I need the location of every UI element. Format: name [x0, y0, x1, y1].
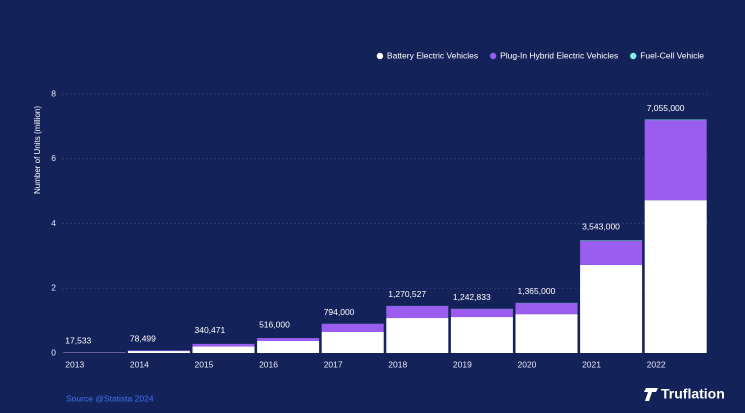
bar-segment [515, 314, 578, 353]
bar-segment [321, 331, 384, 353]
logo-icon [644, 388, 658, 401]
x-tick-label: 2021 [582, 359, 601, 369]
bar-segment [127, 351, 190, 353]
bar-segment [450, 317, 513, 353]
bar-segment [192, 343, 255, 347]
total-label: 516,000 [259, 320, 290, 330]
total-label: 3,543,000 [582, 222, 620, 232]
source: Source @Statista 2024 [66, 393, 154, 403]
x-tick-label: 2018 [388, 359, 407, 369]
legend-label: Battery Electric Vehicles [387, 50, 478, 60]
y-tick-label: 2 [51, 283, 56, 293]
bar-segment [450, 308, 513, 318]
x-tick-label: 2020 [517, 359, 536, 369]
total-label: 1,242,833 [453, 292, 491, 302]
legend-swatch [630, 52, 637, 60]
bar-segment [644, 119, 707, 121]
x-tick-label: 2014 [130, 359, 149, 369]
x-tick-label: 2013 [65, 359, 84, 369]
bar-segment [580, 240, 643, 241]
x-tick-label: 2019 [453, 359, 472, 369]
x-tick-label: 2022 [647, 359, 666, 369]
total-label: 794,000 [324, 307, 355, 317]
bar-segment [580, 240, 643, 265]
bar-segment [386, 306, 449, 319]
brand-logo: Truflation [644, 386, 725, 402]
y-axis-title: Number of Units (million) [33, 106, 42, 194]
bar-segment [321, 323, 384, 332]
total-label: 1,365,000 [517, 286, 555, 296]
bar-segment [192, 346, 255, 353]
bar-segment [644, 120, 707, 201]
total-label: 17,533 [65, 336, 91, 346]
bar-segment [644, 200, 707, 353]
y-tick-label: 0 [51, 347, 56, 357]
bar-segment [386, 318, 449, 353]
y-tick-label: 8 [51, 88, 56, 98]
legend-swatch [376, 52, 384, 60]
x-tick-label: 2015 [194, 359, 213, 369]
bar-segment [257, 341, 320, 353]
bar-segment [127, 350, 190, 352]
total-label: 1,270,527 [388, 289, 426, 299]
bar-segment [257, 338, 320, 342]
y-tick-label: 4 [51, 218, 56, 228]
x-tick-label: 2017 [324, 359, 343, 369]
total-label: 78,499 [130, 334, 156, 344]
bar-segment [515, 303, 578, 315]
bar-segment [580, 264, 643, 353]
legend-swatch [489, 52, 497, 60]
legend-label: Fuel-Cell Vehicle [640, 50, 704, 60]
total-label: 340,471 [194, 325, 225, 335]
x-tick-label: 2016 [259, 359, 278, 369]
legend-label: Plug-In Hybrid Electric Vehicles [500, 50, 618, 60]
brand-name: Truflation [661, 386, 725, 402]
total-label: 7,055,000 [647, 103, 685, 113]
y-tick-label: 6 [51, 153, 56, 163]
